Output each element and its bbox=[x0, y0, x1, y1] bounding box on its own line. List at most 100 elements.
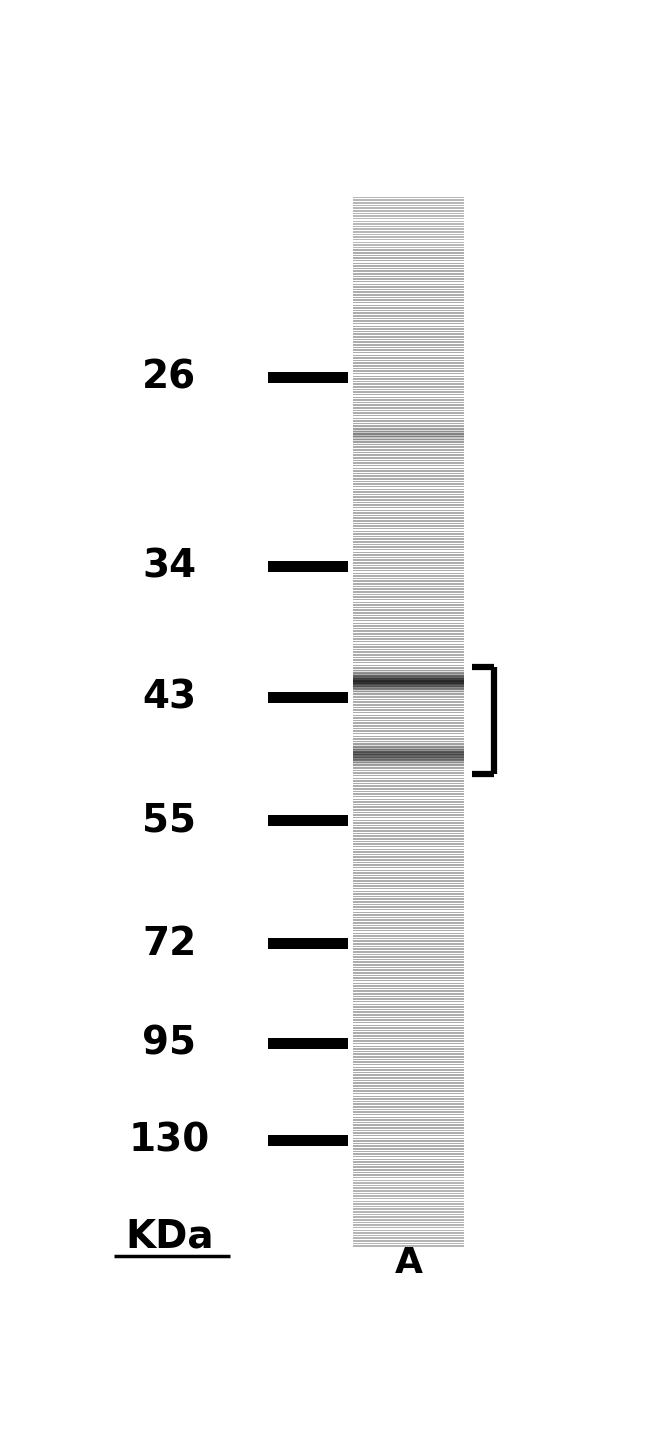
Bar bbox=[354, 930, 464, 931]
Bar bbox=[354, 439, 464, 440]
Bar bbox=[354, 817, 464, 818]
Bar bbox=[354, 630, 464, 631]
Bar bbox=[354, 497, 464, 498]
Bar bbox=[354, 384, 464, 385]
Bar bbox=[354, 720, 464, 721]
Bar bbox=[354, 1151, 464, 1153]
Bar bbox=[354, 297, 464, 298]
Bar bbox=[354, 756, 464, 759]
Bar bbox=[354, 620, 464, 621]
Bar bbox=[354, 626, 464, 627]
Bar bbox=[354, 912, 464, 914]
Bar bbox=[354, 652, 464, 653]
Bar bbox=[354, 691, 464, 692]
Bar bbox=[354, 1169, 464, 1170]
Text: KDa: KDa bbox=[125, 1218, 214, 1255]
Bar bbox=[354, 743, 464, 744]
Bar bbox=[354, 770, 464, 772]
Bar bbox=[354, 317, 464, 319]
Bar bbox=[354, 291, 464, 292]
Bar bbox=[354, 938, 464, 940]
Bar bbox=[354, 849, 464, 850]
Bar bbox=[354, 1161, 464, 1163]
Bar bbox=[354, 1184, 464, 1186]
Bar bbox=[354, 258, 464, 259]
Bar bbox=[354, 268, 464, 269]
Bar bbox=[354, 736, 464, 737]
Bar bbox=[354, 891, 464, 892]
Bar bbox=[354, 1006, 464, 1008]
Bar bbox=[354, 1226, 464, 1228]
Bar bbox=[354, 459, 464, 460]
Bar bbox=[354, 465, 464, 466]
Bar bbox=[354, 491, 464, 492]
Bar bbox=[354, 381, 464, 382]
Bar bbox=[354, 683, 464, 685]
Bar bbox=[354, 442, 464, 443]
Bar bbox=[354, 520, 464, 521]
Bar bbox=[354, 941, 464, 943]
Bar bbox=[354, 672, 464, 673]
Bar bbox=[354, 420, 464, 421]
Bar bbox=[354, 352, 464, 353]
Text: 34: 34 bbox=[142, 547, 196, 585]
Bar bbox=[354, 261, 464, 262]
Bar bbox=[354, 599, 464, 601]
Bar bbox=[354, 388, 464, 390]
Bar bbox=[354, 1030, 464, 1031]
Bar bbox=[354, 767, 464, 769]
Bar bbox=[354, 1085, 464, 1086]
Bar bbox=[354, 265, 464, 266]
Bar bbox=[354, 430, 464, 433]
Bar bbox=[354, 591, 464, 592]
Bar bbox=[354, 236, 464, 237]
Bar bbox=[354, 487, 464, 488]
Text: 130: 130 bbox=[129, 1121, 210, 1158]
Bar bbox=[354, 1016, 464, 1018]
Bar bbox=[354, 239, 464, 240]
Bar bbox=[354, 326, 464, 327]
Bar bbox=[354, 964, 464, 966]
Bar bbox=[354, 1145, 464, 1147]
Bar bbox=[354, 783, 464, 785]
Bar bbox=[354, 820, 464, 821]
Bar bbox=[354, 870, 464, 872]
Bar bbox=[354, 1054, 464, 1056]
Bar bbox=[354, 909, 464, 911]
Bar bbox=[354, 1167, 464, 1169]
Bar bbox=[354, 365, 464, 366]
Bar bbox=[354, 1069, 464, 1070]
Bar bbox=[354, 407, 464, 408]
Bar bbox=[354, 1019, 464, 1021]
Bar bbox=[354, 1197, 464, 1199]
Bar bbox=[354, 1158, 464, 1160]
Bar bbox=[354, 1229, 464, 1231]
Bar bbox=[354, 825, 464, 827]
Bar bbox=[354, 1180, 464, 1182]
Bar bbox=[354, 1200, 464, 1202]
Bar bbox=[268, 692, 348, 702]
Bar bbox=[354, 980, 464, 982]
Bar bbox=[354, 623, 464, 624]
Bar bbox=[354, 665, 464, 666]
Bar bbox=[354, 1148, 464, 1150]
Bar bbox=[354, 946, 464, 947]
Bar bbox=[354, 1196, 464, 1197]
Bar bbox=[354, 300, 464, 301]
Bar bbox=[354, 993, 464, 995]
Bar bbox=[354, 864, 464, 866]
Bar bbox=[354, 657, 464, 659]
Bar bbox=[354, 1129, 464, 1131]
Bar bbox=[354, 1090, 464, 1092]
Bar bbox=[354, 1164, 464, 1166]
Bar bbox=[354, 883, 464, 885]
Bar bbox=[354, 501, 464, 502]
Bar bbox=[354, 998, 464, 999]
Bar bbox=[354, 1190, 464, 1192]
Bar bbox=[354, 904, 464, 905]
Bar bbox=[354, 1193, 464, 1195]
Bar bbox=[354, 458, 464, 459]
Bar bbox=[354, 1213, 464, 1215]
Bar bbox=[354, 445, 464, 446]
Bar bbox=[354, 313, 464, 314]
